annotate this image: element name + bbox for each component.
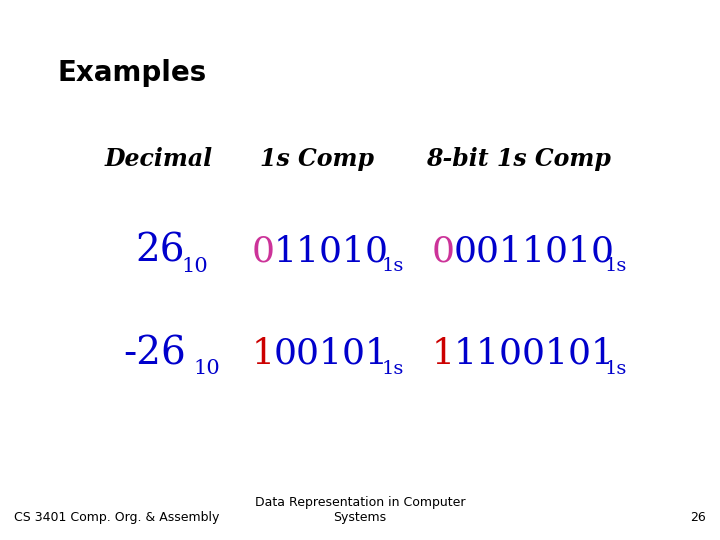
Text: Examples: Examples	[58, 59, 207, 87]
Text: 11010: 11010	[274, 234, 389, 268]
Text: CS 3401 Comp. Org. & Assembly: CS 3401 Comp. Org. & Assembly	[14, 511, 220, 524]
Text: 10: 10	[181, 256, 209, 276]
Text: -26: -26	[123, 335, 186, 372]
Text: 1s: 1s	[382, 257, 404, 275]
Text: Data Representation in Computer
Systems: Data Representation in Computer Systems	[255, 496, 465, 524]
Text: 1s: 1s	[605, 360, 627, 378]
Text: 1: 1	[252, 337, 275, 370]
Text: Decimal: Decimal	[104, 147, 212, 171]
Text: 1: 1	[432, 337, 455, 370]
Text: 26: 26	[690, 511, 706, 524]
Text: 1s: 1s	[605, 257, 627, 275]
Text: 0011010: 0011010	[454, 234, 614, 268]
Text: 0: 0	[252, 234, 275, 268]
Text: 00101: 00101	[274, 337, 389, 370]
Text: 10: 10	[194, 359, 220, 379]
Text: 1s: 1s	[382, 360, 404, 378]
Text: 26: 26	[135, 233, 184, 269]
Text: 0: 0	[432, 234, 455, 268]
Text: 8-bit 1s Comp: 8-bit 1s Comp	[426, 147, 611, 171]
Text: 1100101: 1100101	[454, 337, 614, 370]
Text: 1s Comp: 1s Comp	[260, 147, 374, 171]
